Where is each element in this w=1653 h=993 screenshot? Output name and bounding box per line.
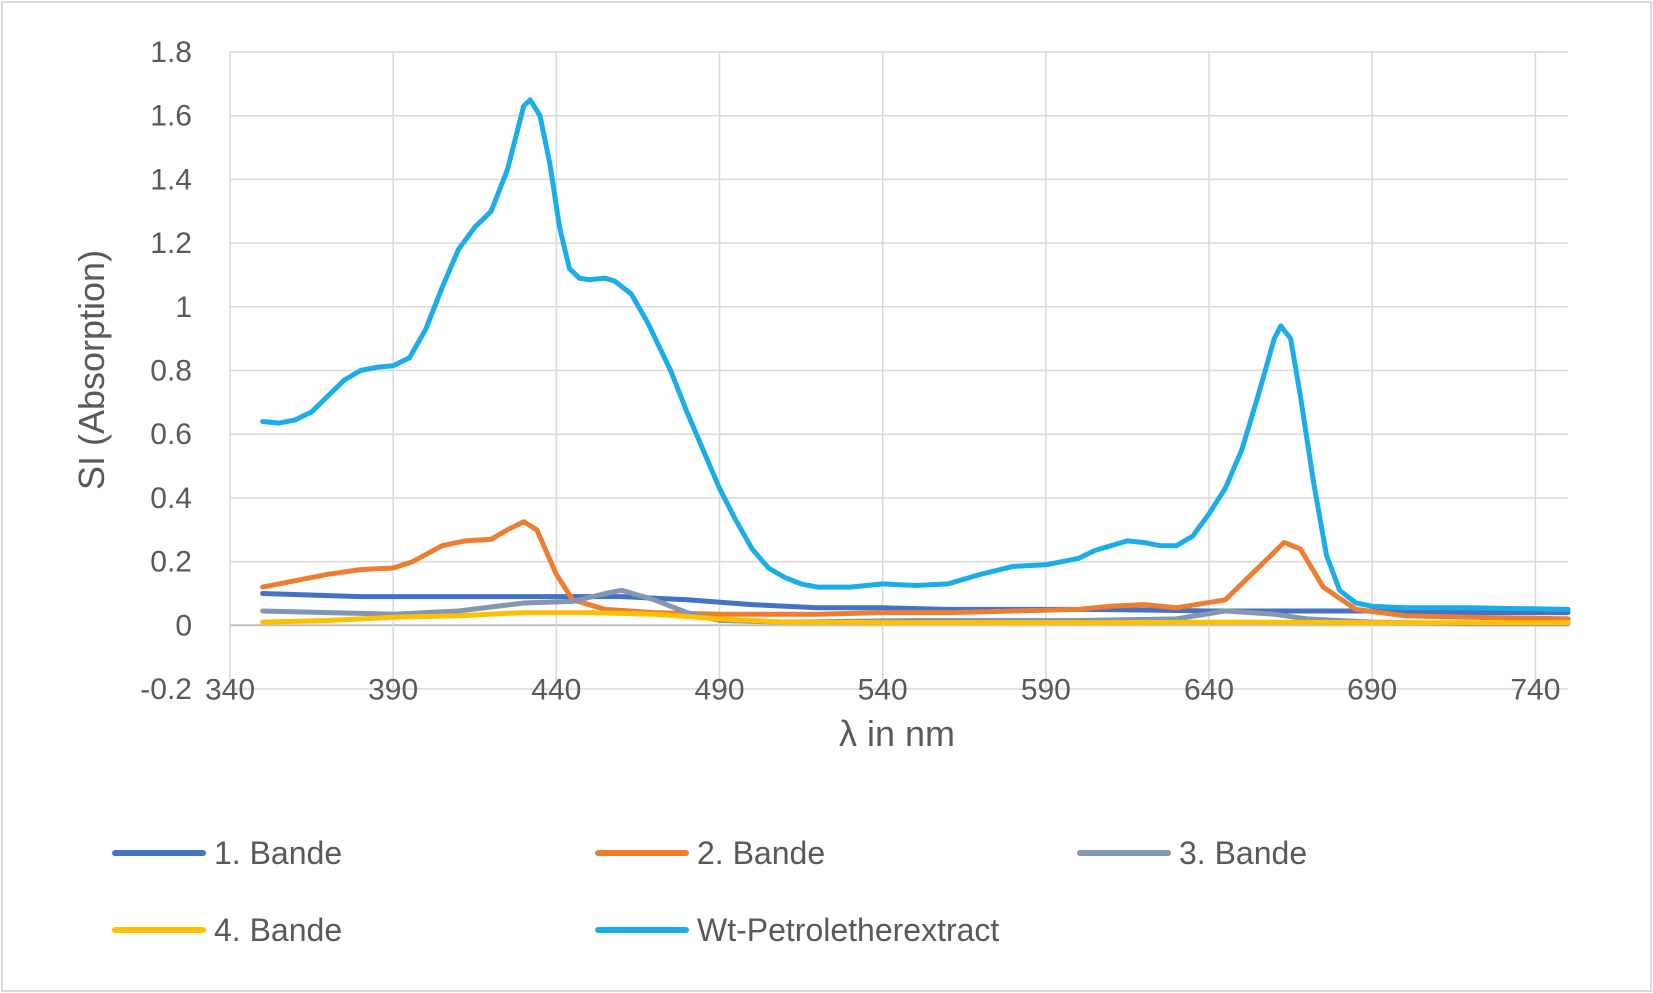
legend-label: 2. Bande [697,835,825,871]
y-tick-label: 0.6 [150,418,192,451]
legend-label: Wt-Petroletherextract [697,912,999,948]
y-tick-label: 0.4 [150,482,192,515]
x-tick-label: 490 [694,673,744,706]
legend-label: 1. Bande [214,835,342,871]
x-tick-label: 690 [1347,673,1397,706]
x-tick-label: 390 [368,673,418,706]
legend-label: 3. Bande [1179,835,1307,871]
y-tick-label: 1.6 [150,100,192,133]
series-line-5 [260,97,1571,612]
legend: 1. Bande 2. Bande 3. Bande 4. Bande Wt-Petro… [112,835,1307,948]
y-tick-label: 0.8 [150,355,192,388]
legend-label: 4. Bande [214,912,342,948]
tick-labels: -0.2 0 0.2 0.4 0.6 0.8 1 1.2 1.4 1.6 1.8 340 390 440 4… [140,36,1560,706]
series-line-2 [260,519,1571,622]
x-tick-label: 740 [1510,673,1560,706]
series-lines [260,97,1571,627]
series-line-1 [260,591,1571,616]
x-tick-label: 340 [205,673,255,706]
y-axis-title: SI (Absorption) [71,250,112,490]
y-tick-label: 1.8 [150,36,192,69]
y-tick-label: 1.4 [150,163,192,196]
y-tick-label: 1.2 [150,227,192,260]
y-tick-label: 1 [175,291,192,324]
y-tick-label: 0 [175,609,192,642]
y-tick-label: 0.2 [150,546,192,579]
x-tick-label: 540 [858,673,908,706]
y-tick-label: -0.2 [140,673,192,706]
series-line-4 [260,610,1571,626]
x-tick-label: 640 [1184,673,1234,706]
gridlines [229,51,1568,690]
x-tick-label: 440 [531,673,581,706]
x-axis-title: λ in nm [839,713,955,754]
x-tick-label: 590 [1021,673,1071,706]
